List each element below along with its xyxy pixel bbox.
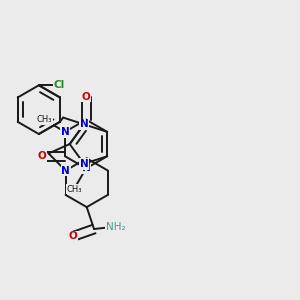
Text: N: N <box>80 119 88 129</box>
Text: N: N <box>61 166 70 176</box>
Text: CH₃: CH₃ <box>37 115 52 124</box>
Text: NH₂: NH₂ <box>106 222 126 232</box>
Text: N: N <box>80 159 88 169</box>
Text: Cl: Cl <box>54 80 65 90</box>
Text: CH₃: CH₃ <box>66 184 82 194</box>
Text: O: O <box>69 231 78 241</box>
Text: O: O <box>38 151 46 161</box>
Text: N: N <box>61 127 69 137</box>
Text: O: O <box>82 92 91 101</box>
Text: N: N <box>82 164 91 173</box>
